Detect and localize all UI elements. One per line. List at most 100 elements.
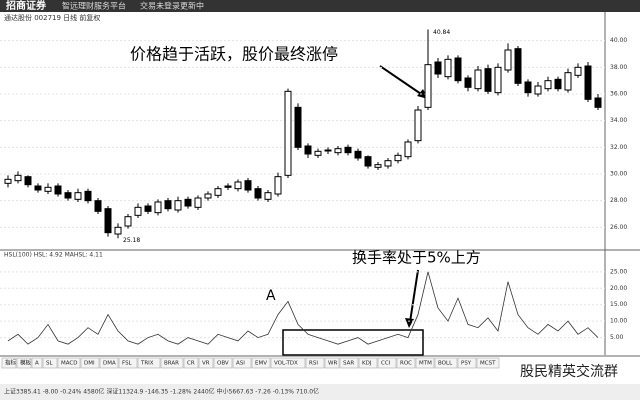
candle-body: [134, 206, 142, 216]
tab[interactable]: [31, 357, 43, 369]
candle-body: [384, 160, 392, 167]
tab[interactable]: [80, 357, 100, 369]
tab[interactable]: [251, 357, 271, 369]
y-tick-label: 34.00: [610, 117, 627, 124]
tab-label: MTM: [419, 361, 432, 367]
candle-body: [184, 198, 192, 207]
menu-item[interactable]: 智远理财服务平台: [62, 1, 126, 11]
tab-label: TRIX: [140, 361, 154, 367]
tab[interactable]: [57, 357, 81, 369]
tab[interactable]: [232, 357, 252, 369]
tab[interactable]: [415, 357, 435, 369]
y-tick-label: 40.00: [610, 37, 627, 44]
candle-body: [514, 48, 522, 84]
candle-body: [174, 200, 182, 211]
tab-label: CR: [187, 361, 195, 367]
indicator-title: HSL(100) HSL: 4.92 MAHSL: 4.11: [4, 252, 103, 259]
tab-label: EMV: [255, 361, 267, 367]
candle-body: [74, 192, 82, 200]
candle-body: [574, 66, 582, 76]
candle-body: [504, 49, 512, 71]
tab-label: A: [35, 361, 39, 367]
tab[interactable]: [16, 357, 32, 369]
tab-label: CCI: [381, 361, 391, 367]
candle-body: [284, 90, 292, 176]
tab[interactable]: [137, 357, 161, 369]
candle-body: [404, 141, 412, 158]
tab[interactable]: [457, 357, 477, 369]
candle-body: [274, 176, 282, 195]
candle-body: [254, 188, 262, 199]
candle-body: [474, 69, 482, 90]
high-label: 40.84: [433, 29, 450, 36]
tab[interactable]: [198, 357, 214, 369]
menu-item[interactable]: 交易未登录: [140, 1, 180, 11]
candle-body: [394, 154, 402, 162]
candle-body: [244, 180, 252, 191]
tab-label: MCST: [480, 361, 496, 367]
candle-body: [334, 148, 342, 154]
tab-label: SAR: [343, 361, 354, 367]
y-tick-label: 30.00: [610, 171, 627, 178]
tab[interactable]: [305, 357, 325, 369]
low-label: 25.18: [123, 237, 140, 244]
annotation: 价格趋于活跃，股价最终涨停: [130, 45, 338, 64]
candle-body: [304, 145, 312, 155]
tab-label: BRAR: [164, 361, 179, 367]
candle-body: [94, 200, 102, 212]
tab-bar: 指标 模板 A SL MACD DMI DMA FSL TRIX BRAR CR VR OBV ASI EM…: [1, 357, 500, 369]
y-tick-label: 20.00: [610, 285, 627, 292]
tab[interactable]: [213, 357, 233, 369]
candle-body: [194, 197, 202, 208]
tab[interactable]: [183, 357, 199, 369]
candle-body: [434, 61, 442, 75]
candle-body: [154, 201, 162, 214]
tab-label: KDJ: [362, 361, 372, 367]
tab[interactable]: [1, 357, 17, 369]
tab[interactable]: [434, 357, 458, 369]
tab[interactable]: [358, 357, 378, 369]
tab[interactable]: [324, 357, 340, 369]
tab-label: FSL: [122, 361, 133, 367]
tab[interactable]: [99, 357, 119, 369]
tab[interactable]: [476, 357, 500, 369]
candle-body: [444, 58, 452, 78]
candle-body: [34, 185, 42, 191]
menu-item[interactable]: 更新中: [180, 1, 204, 11]
tab[interactable]: [160, 357, 184, 369]
candle-body: [214, 188, 222, 196]
candle-body: [64, 192, 72, 199]
candle-body: [594, 97, 602, 108]
tab-label: OBV: [217, 361, 229, 367]
tab[interactable]: [396, 357, 416, 369]
hsl-line: [7, 271, 599, 345]
title-bar: [0, 0, 640, 12]
candle-body: [374, 164, 382, 168]
status-text: 上证3385.41 -8.00 -0.24% 4580亿 深证11324.9 -…: [4, 388, 319, 396]
y-tick-label: 5.00: [610, 334, 624, 341]
candle-body: [424, 64, 432, 108]
candle-body: [84, 190, 92, 202]
candle-body: [324, 149, 332, 152]
candle-body: [554, 78, 562, 90]
tab[interactable]: [42, 357, 58, 369]
tab-label: ASI: [236, 361, 245, 367]
candle-body: [124, 216, 132, 227]
tab-label: 指标: [5, 359, 17, 367]
candle-body: [234, 181, 242, 190]
y-tick-label: 38.00: [610, 64, 627, 71]
y-tick-label: 10.00: [610, 318, 627, 325]
candle-body: [534, 85, 542, 95]
tab[interactable]: [270, 357, 306, 369]
candle-body: [114, 226, 122, 235]
tab[interactable]: [377, 357, 397, 369]
y-tick-label: 32.00: [610, 144, 627, 151]
arrow-head: [405, 318, 414, 328]
marker-label: A: [266, 288, 276, 304]
candle-body: [44, 186, 52, 192]
candle-body: [264, 192, 272, 200]
tab[interactable]: [339, 357, 359, 369]
tab[interactable]: [118, 357, 138, 369]
status-bar: [0, 384, 640, 400]
